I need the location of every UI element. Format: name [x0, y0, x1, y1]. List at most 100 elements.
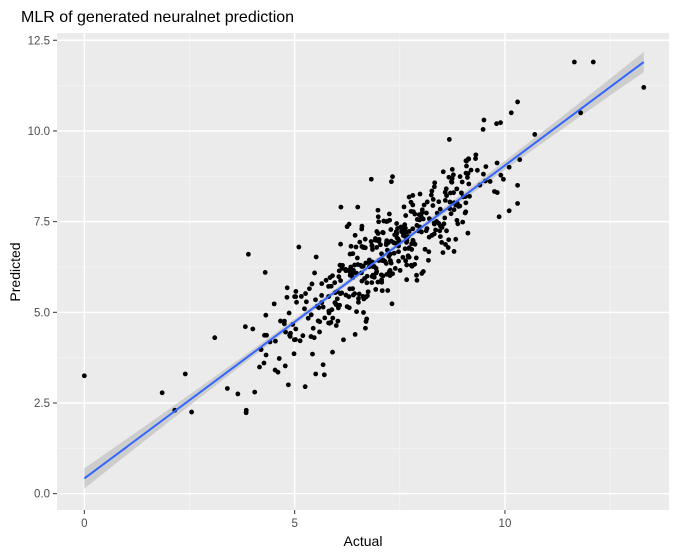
data-point [159, 390, 165, 396]
data-point [327, 275, 333, 280]
data-point [242, 324, 248, 330]
data-point [313, 254, 319, 260]
data-point [405, 253, 411, 259]
data-point [396, 238, 402, 244]
data-point [442, 197, 448, 203]
data-point [402, 225, 408, 231]
data-point [330, 315, 336, 321]
data-point [371, 274, 377, 280]
data-point [387, 251, 393, 257]
data-point [413, 255, 419, 261]
data-point [243, 410, 249, 416]
data-point [453, 236, 459, 242]
data-point [494, 121, 499, 127]
data-point [390, 174, 395, 180]
data-point [462, 210, 468, 216]
data-point [388, 260, 394, 266]
data-point [361, 310, 366, 315]
data-point [444, 193, 449, 199]
data-point [394, 221, 400, 226]
data-point [308, 334, 314, 339]
data-point [322, 315, 328, 321]
data-point [302, 384, 308, 390]
data-point [285, 382, 291, 388]
data-point [250, 326, 256, 332]
data-point [419, 210, 425, 215]
data-point [404, 239, 409, 245]
data-point [474, 167, 480, 173]
data-point [296, 244, 302, 250]
data-point [419, 271, 425, 276]
data-point [506, 208, 512, 214]
data-point [466, 181, 472, 187]
data-point [515, 99, 520, 105]
data-point [386, 211, 392, 217]
data-point [212, 335, 218, 341]
data-point [396, 249, 401, 255]
data-point [374, 244, 380, 250]
data-point [302, 306, 307, 312]
data-point [410, 192, 416, 198]
x-tick-label: 0 [81, 518, 87, 530]
data-point [333, 323, 339, 328]
data-point [326, 310, 332, 316]
data-point [391, 250, 397, 256]
data-point [436, 220, 442, 226]
data-point [257, 364, 262, 370]
data-point [271, 301, 277, 307]
data-point [368, 176, 374, 182]
data-point [385, 288, 391, 293]
data-point [414, 272, 419, 278]
data-point [359, 226, 365, 232]
data-point [424, 210, 429, 216]
y-tick-label: 0.0 [34, 489, 50, 501]
data-point [339, 290, 345, 296]
data-point [365, 289, 371, 295]
data-point [368, 239, 374, 244]
data-point [375, 231, 381, 236]
data-point [287, 332, 293, 338]
data-point [465, 230, 471, 236]
data-point [338, 278, 343, 283]
data-point [347, 267, 353, 273]
data-point [319, 281, 325, 287]
data-point [578, 110, 584, 116]
data-point [364, 280, 370, 286]
data-point [446, 174, 452, 180]
data-point [305, 315, 311, 321]
data-point [320, 362, 326, 368]
data-point [363, 325, 368, 331]
data-point [444, 228, 449, 234]
x-axis-title: Actual [344, 533, 383, 549]
data-point [463, 170, 469, 176]
data-point [373, 287, 379, 292]
data-point [286, 310, 292, 316]
data-point [352, 331, 358, 337]
data-point [263, 312, 269, 318]
data-point [446, 137, 452, 142]
data-point [326, 320, 331, 326]
data-point [338, 204, 344, 210]
data-point [404, 262, 410, 268]
data-point [307, 286, 312, 292]
data-point [412, 261, 418, 267]
y-tick-label: 10.0 [28, 126, 50, 138]
data-point [457, 203, 463, 209]
data-point [348, 243, 354, 249]
data-point [398, 224, 404, 230]
data-point [430, 197, 436, 202]
data-point [445, 245, 451, 250]
data-point [508, 110, 514, 116]
data-point [397, 268, 403, 273]
data-point [310, 351, 315, 357]
data-point [369, 243, 375, 249]
data-point [463, 200, 469, 206]
data-point [480, 126, 486, 132]
data-point [387, 217, 393, 223]
data-point [284, 285, 290, 291]
data-point [332, 280, 338, 286]
data-point [297, 338, 303, 344]
data-point [336, 274, 342, 280]
data-point [447, 199, 453, 205]
data-point [81, 373, 87, 379]
